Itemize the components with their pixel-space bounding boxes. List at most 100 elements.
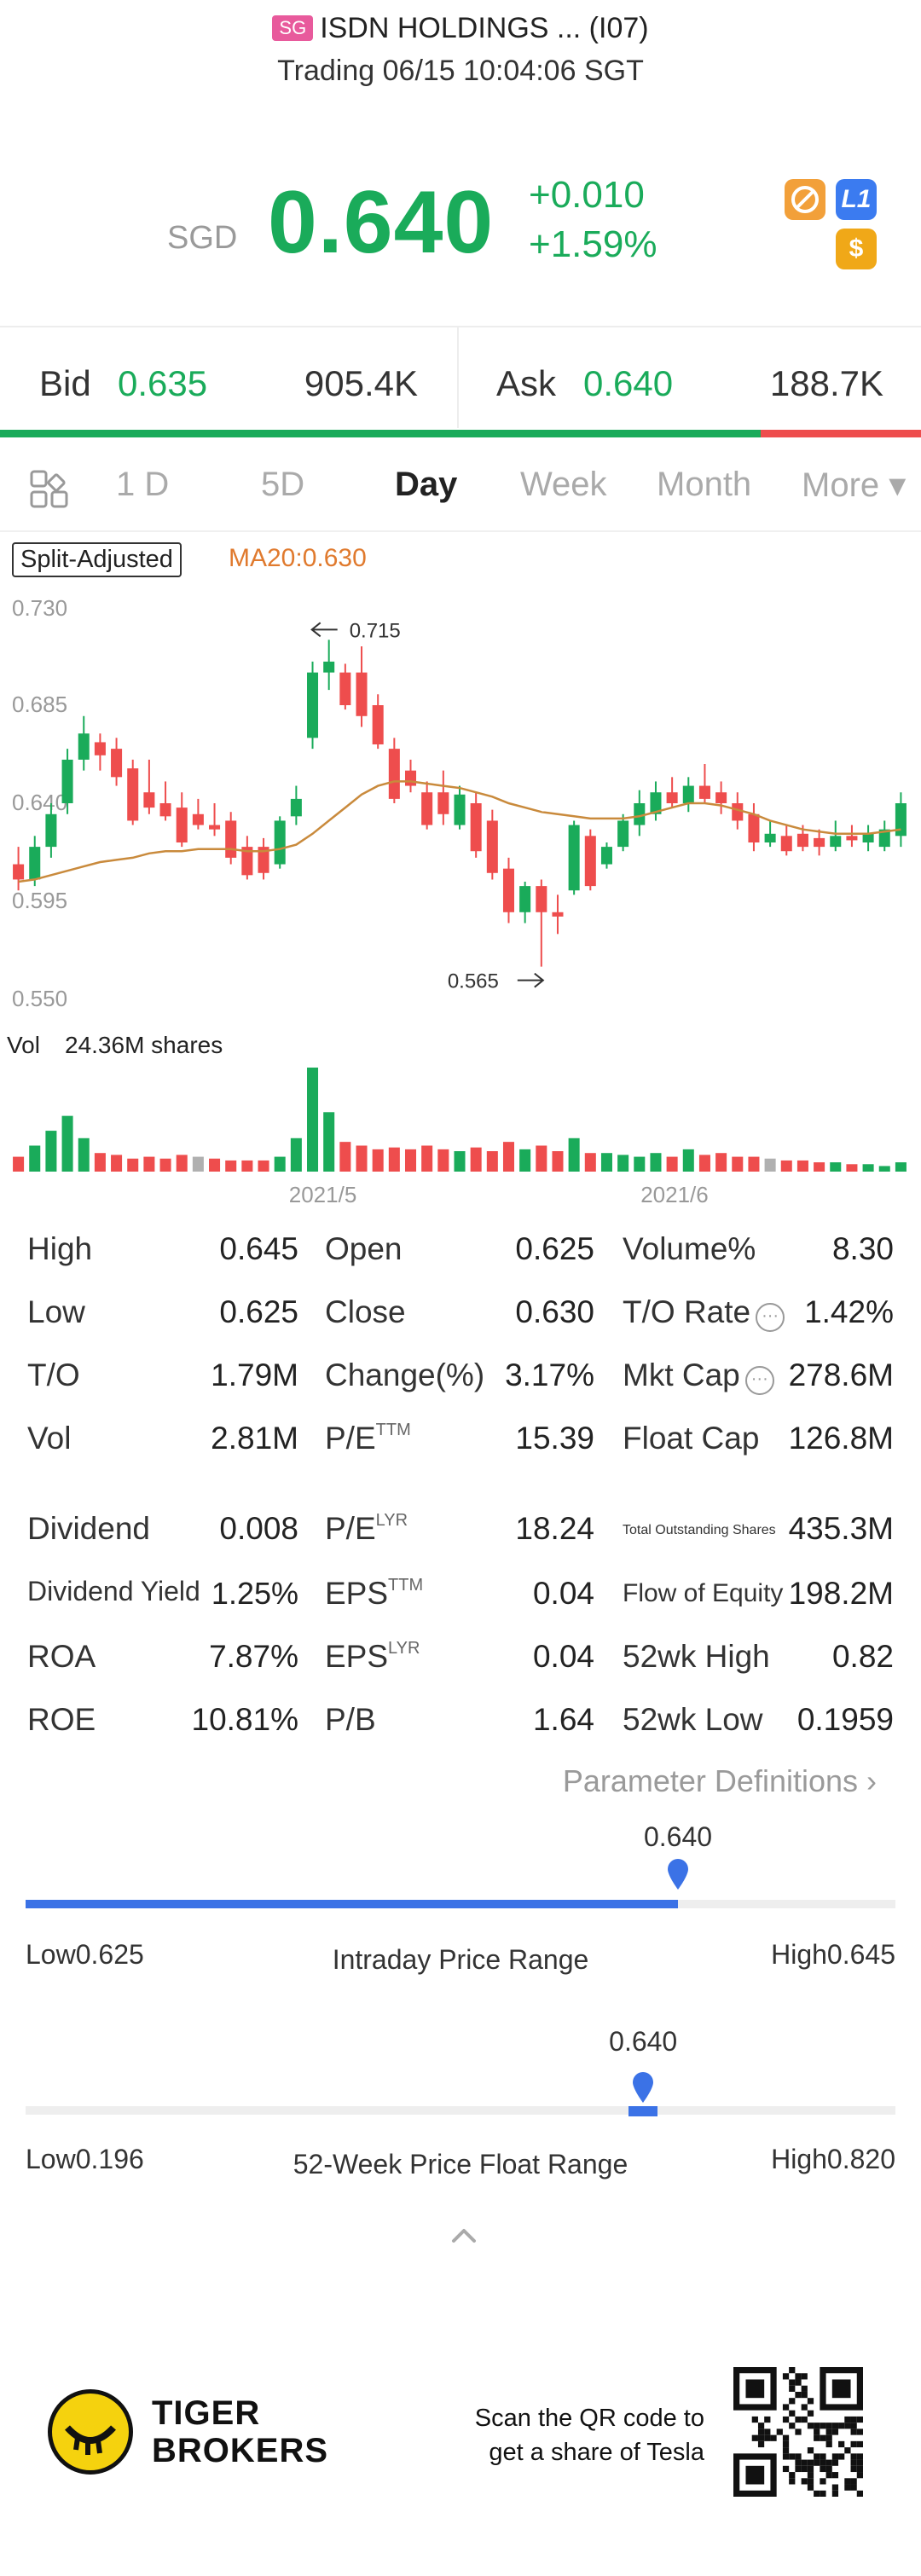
- candle-body: [29, 847, 41, 880]
- stat-label: EPS: [325, 1576, 389, 1611]
- y-tick-label: 0.730: [12, 595, 67, 621]
- qr-module: [764, 2434, 771, 2441]
- high-arrow-head: [310, 622, 321, 638]
- stock-name: ISDN HOLDINGS ... (I07): [320, 12, 649, 44]
- candle-body: [536, 886, 547, 912]
- volume-bar: [29, 1145, 41, 1172]
- volume-bar: [78, 1137, 90, 1172]
- candle-body: [715, 792, 727, 803]
- candle-body: [830, 836, 842, 848]
- price-block: SGD 0.640 +0.010 +1.59% L1 $: [0, 162, 921, 307]
- volume-bar: [878, 1166, 890, 1172]
- dollar-icon[interactable]: $: [836, 229, 877, 269]
- candle-body: [307, 672, 319, 738]
- qr-module: [850, 2428, 857, 2435]
- more-info-icon[interactable]: ···: [756, 1303, 785, 1332]
- qr-module: [782, 2465, 790, 2473]
- volume-bar: [127, 1158, 139, 1172]
- qr-module: [831, 2428, 839, 2435]
- candle-body: [339, 672, 351, 705]
- qr-module: [795, 2428, 802, 2435]
- volume-bar: [666, 1156, 678, 1172]
- qr-module: [814, 2423, 820, 2429]
- stat-value: 18.24: [515, 1511, 594, 1546]
- qr-module: [757, 2428, 765, 2435]
- collapse-chevron-up-icon[interactable]: [447, 2222, 481, 2248]
- candle-body: [209, 825, 221, 830]
- week52-low: Low0.196: [26, 2144, 144, 2174]
- y-tick-label: 0.640: [12, 790, 67, 815]
- location-pin-icon: [668, 1859, 688, 1890]
- volume-bar: [241, 1160, 253, 1172]
- bid-label: Bid: [39, 363, 91, 403]
- intraday-fill: [26, 1900, 678, 1908]
- stat-value: 0.1959: [796, 1702, 894, 1737]
- candlestick-chart[interactable]: 0.730 0.685 0.640 0.595 0.550 0.715 0.565 2021/…: [0, 534, 921, 1207]
- tab-day[interactable]: Day: [395, 466, 458, 503]
- more-info-icon[interactable]: ···: [744, 1366, 774, 1395]
- volume-bar: [617, 1155, 629, 1172]
- stock-title[interactable]: SG ISDN HOLDINGS ... (I07): [0, 12, 921, 45]
- qr-module: [844, 2423, 851, 2429]
- stat-value: 1.64: [532, 1702, 594, 1737]
- chart-canvas[interactable]: 0.730 0.685 0.640 0.595 0.550 0.715 0.565 2021/…: [0, 534, 921, 1207]
- volume-bar: [584, 1153, 596, 1172]
- qr-module: [844, 2447, 851, 2454]
- price-change-percent: +1.59%: [529, 223, 657, 265]
- level1-data-icon[interactable]: L1: [836, 179, 877, 220]
- qr-module: [795, 2459, 802, 2466]
- stat-superscript: LYR: [388, 1639, 420, 1658]
- qr-module: [814, 2453, 820, 2460]
- ma20-label: MA20:0.630: [229, 544, 367, 572]
- candle-body: [94, 742, 106, 755]
- promo-text-line2: get a share of Tesla: [489, 2439, 704, 2466]
- tab-more[interactable]: More ▾: [802, 466, 907, 504]
- stat-label: 52wk Low: [623, 1702, 763, 1737]
- no-shorting-icon[interactable]: [785, 179, 825, 220]
- candle-body: [568, 825, 580, 891]
- layout-grid-icon[interactable]: [29, 469, 70, 510]
- stat-label: Float Cap: [623, 1421, 760, 1456]
- candle-body: [176, 808, 188, 842]
- qr-module: [745, 2465, 765, 2485]
- stat-value: 0.625: [219, 1294, 298, 1329]
- volume-bar: [502, 1142, 515, 1172]
- qr-module: [782, 2416, 790, 2423]
- qr-module: [807, 2398, 814, 2405]
- qr-module: [838, 2423, 845, 2429]
- stat-value: 278.6M: [788, 1357, 894, 1392]
- qr-module: [838, 2453, 845, 2460]
- qr-module: [807, 2478, 814, 2485]
- qr-module: [825, 2459, 832, 2466]
- volume-bar: [895, 1162, 907, 1172]
- tab-5d[interactable]: 5D: [261, 466, 305, 503]
- volume-bar: [650, 1153, 662, 1172]
- split-adjusted-toggle[interactable]: Split-Adjusted: [12, 542, 182, 577]
- tab-week[interactable]: Week: [520, 466, 607, 503]
- volume-bar: [61, 1115, 73, 1172]
- qr-module: [807, 2410, 814, 2417]
- stat-label: Open: [325, 1231, 403, 1266]
- volume-bar: [437, 1149, 449, 1172]
- parameter-definitions-link[interactable]: Parameter Definitions ›: [562, 1763, 877, 1798]
- qr-module: [820, 2423, 826, 2429]
- candle-body: [552, 912, 564, 917]
- market-badge: SG: [272, 15, 314, 41]
- qr-module: [820, 2459, 826, 2466]
- candle-body: [796, 833, 808, 848]
- qr-module: [807, 2447, 814, 2454]
- tab-1d[interactable]: 1 D: [116, 466, 170, 503]
- ask-price: 0.640: [583, 363, 674, 403]
- stat-value: 1.25%: [211, 1576, 298, 1611]
- candle-body: [290, 798, 302, 817]
- stat-value: 15.39: [515, 1421, 594, 1456]
- qr-module: [751, 2416, 758, 2423]
- qr-module: [814, 2428, 820, 2435]
- stat-label: T/O: [27, 1357, 80, 1392]
- qr-module: [764, 2428, 771, 2435]
- candle-body: [666, 792, 678, 803]
- x-axis-label: 2021/5: [289, 1182, 357, 1207]
- tab-month[interactable]: Month: [657, 466, 752, 503]
- candle-body: [437, 792, 449, 814]
- stat-value: 3.17%: [505, 1357, 594, 1392]
